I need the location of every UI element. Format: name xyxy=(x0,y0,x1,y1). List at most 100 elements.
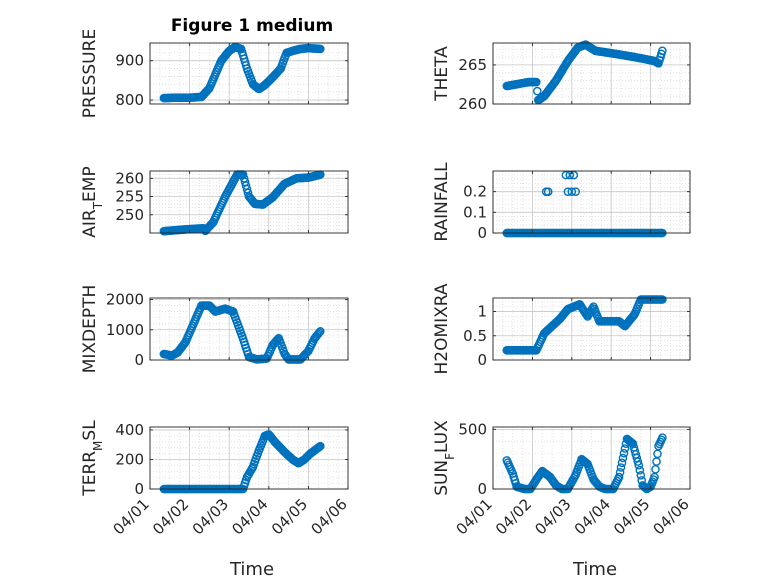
tick-marks xyxy=(492,43,691,105)
tick-marks xyxy=(492,171,691,234)
y-tick-label: 0 xyxy=(477,351,487,369)
y-tick-label: 255 xyxy=(115,188,144,206)
subplot-sun-flux: 0500SUNFLUX04/0104/0204/0304/0404/0504/0… xyxy=(432,420,693,539)
y-label-main: AIR xyxy=(80,209,100,238)
y-axis-label: TERRMSL xyxy=(80,420,105,497)
subplot-pressure: 800 900 PRESSURE xyxy=(80,29,349,118)
data-point xyxy=(619,448,629,458)
y-label-rest: EMP xyxy=(80,166,100,202)
data-series xyxy=(159,170,325,236)
y-label-rest: SL xyxy=(80,420,100,441)
y-tick-label: 400 xyxy=(115,421,144,439)
data-point xyxy=(618,453,628,463)
axes-box xyxy=(492,42,691,105)
subplot-theta: 260 265 THETA xyxy=(432,40,691,113)
y-tick-label: 0 xyxy=(477,480,487,498)
tick-marks xyxy=(149,298,349,361)
data-series xyxy=(159,42,325,103)
x-tick-label: 04/04 xyxy=(228,495,271,538)
tick-marks xyxy=(492,427,691,490)
data-series xyxy=(502,40,667,105)
y-tick-label: 500 xyxy=(458,420,487,438)
y-label-subscript: M xyxy=(91,441,105,451)
data-point xyxy=(616,463,626,472)
y-label-main: SUN xyxy=(432,460,452,496)
x-tick-label: 04/05 xyxy=(610,495,653,538)
y-axis-label: MIXDEPTH xyxy=(80,285,100,374)
data-point xyxy=(532,77,541,87)
data-point xyxy=(315,441,325,451)
y-tick-label: 1000 xyxy=(106,321,144,339)
data-point xyxy=(615,467,625,477)
axes-box xyxy=(492,170,691,234)
x-axis-label-left: Time xyxy=(229,559,274,580)
subplot-rainfall: 0 0.1 0.2 RAINFALL xyxy=(432,162,691,242)
x-tick-label: 04/03 xyxy=(531,495,574,538)
data-point xyxy=(635,465,645,475)
axes-box xyxy=(149,297,349,361)
data-point xyxy=(658,46,667,56)
data-point xyxy=(569,170,579,180)
y-tick-label: 2000 xyxy=(106,291,144,309)
data-series xyxy=(159,301,325,364)
data-series xyxy=(502,295,667,355)
y-tick-label: 900 xyxy=(115,52,144,70)
y-label-subscript: F xyxy=(443,453,457,460)
y-tick-label: 800 xyxy=(115,91,144,109)
data-point xyxy=(315,326,325,336)
axes-box xyxy=(492,426,691,490)
data-point xyxy=(543,187,553,196)
axes-box xyxy=(492,297,691,361)
y-tick-label: 265 xyxy=(458,56,487,74)
axes-box xyxy=(149,170,349,234)
x-tick-label: 04/05 xyxy=(268,495,311,538)
y-tick-label: 0.1 xyxy=(463,203,487,221)
y-tick-label: 260 xyxy=(115,169,144,187)
y-axis-label: RAINFALL xyxy=(432,162,452,242)
subplot-mixdepth: 0 1000 2000 MIXDEPTH xyxy=(80,285,349,374)
data-point xyxy=(620,444,630,453)
y-tick-label: 200 xyxy=(115,450,144,468)
y-label-rest: LUX xyxy=(432,420,452,453)
tick-marks xyxy=(149,427,349,490)
data-point xyxy=(658,433,667,443)
y-label-main: TERR xyxy=(80,451,100,497)
y-axis-label: H2OMIXRA xyxy=(432,283,452,374)
data-series xyxy=(502,433,667,494)
tick-marks xyxy=(149,171,349,233)
x-tick-label: 04/02 xyxy=(149,495,192,538)
y-tick-label: 0 xyxy=(134,351,144,369)
data-point xyxy=(567,187,577,196)
data-point xyxy=(614,472,624,482)
data-point xyxy=(634,460,644,470)
data-point xyxy=(633,457,643,466)
data-point xyxy=(652,457,661,466)
y-axis-label: SUNFLUX xyxy=(432,420,457,496)
x-tick-label: 04/06 xyxy=(650,495,693,538)
y-tick-label: 0 xyxy=(134,480,144,498)
subplot-h2omixra: 0 0.5 1 H2OMIXRA xyxy=(432,283,691,375)
tick-marks xyxy=(492,298,691,361)
data-point xyxy=(314,328,324,337)
y-tick-label: 0.2 xyxy=(463,183,487,201)
x-tick-label: 04/01 xyxy=(453,495,496,538)
data-point xyxy=(313,329,323,339)
x-tick-label: 04/03 xyxy=(189,495,232,538)
axes-box xyxy=(149,426,349,490)
y-tick-label: 250 xyxy=(115,206,144,224)
x-axis-label-right: Time xyxy=(572,559,617,580)
data-point xyxy=(650,472,659,482)
x-tick-label: 04/06 xyxy=(308,495,351,538)
tick-marks xyxy=(149,43,349,104)
data-point xyxy=(658,295,667,304)
y-label-subscript: T xyxy=(91,201,105,210)
data-point xyxy=(565,170,575,180)
data-point xyxy=(617,458,627,468)
subplot-terr-msl: 0200400TERRMSL04/0104/0204/0304/0404/050… xyxy=(80,420,351,539)
x-tick-label: 04/02 xyxy=(492,495,535,538)
y-tick-label: 1 xyxy=(477,303,487,321)
y-axis-label: AIRTEMP xyxy=(80,166,105,237)
x-tick-label: 04/01 xyxy=(110,495,153,538)
